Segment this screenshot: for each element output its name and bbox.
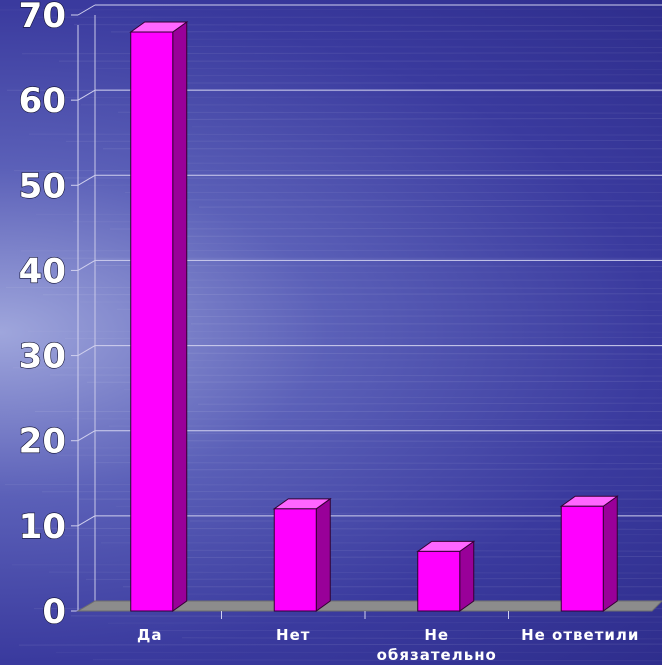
wave-line [94,265,662,267]
wave-line [0,8,662,11]
gridline-side [77,259,96,271]
bar [416,540,476,612]
gridline-side [77,89,96,101]
y-tick-label: 40 [19,251,66,291]
gridline-side [77,515,96,527]
wave-line [131,271,662,274]
gridline-side [77,430,96,442]
wave-line [19,446,662,449]
bar-front [130,31,174,612]
wave-line [197,402,662,405]
wave-line [154,118,662,120]
bar [559,495,619,612]
x-category-label: Нет [276,626,310,644]
wave-line [183,243,662,246]
wave-line [92,659,662,662]
wave-line [153,315,662,318]
gridline-side [77,174,96,186]
wave-line [20,249,662,252]
wave-line [176,161,662,164]
y-tick-label: 20 [19,422,66,462]
y-tick-label: 30 [19,337,66,377]
bar [272,497,332,612]
x-category-label: Да [137,626,162,644]
wave-line [175,358,662,361]
wave-line [130,468,662,471]
wave-line [95,67,662,70]
wave-line [139,155,662,158]
wave-line [182,440,662,443]
wave-line [160,396,662,399]
bar-front [273,508,317,612]
x-category-label: Не [424,626,449,644]
wave-line [184,46,662,48]
wave-line [18,643,662,646]
wave-line [181,637,662,640]
y-tick-label: 50 [19,166,66,206]
bar [129,21,189,612]
chart-floor [76,600,662,612]
wave-line [132,74,662,77]
wave-line [138,352,662,355]
gridline-side [77,345,96,357]
y-tick-label: 0 [42,592,66,632]
bar-front [560,505,604,612]
wave-line [21,52,662,55]
wave-line [117,111,662,114]
wave-line [108,424,662,427]
wave-line [93,462,662,465]
wave-line [4,484,662,486]
bar-side [172,21,188,612]
wave-line [5,286,662,289]
wave-line [107,621,662,624]
x-category-label: обязательно [377,646,497,664]
wave-line [161,199,662,202]
gridline-side [77,4,96,16]
wave-line [70,615,662,618]
bar-front [417,550,461,612]
bar-side [459,540,475,612]
y-tick-label: 60 [19,81,66,121]
y-tick-label: 10 [19,507,66,547]
x-category-label: Не ответили [521,626,639,644]
wave-line [110,30,662,33]
bar-side [602,495,618,612]
wave-line [198,205,662,208]
bar-side [315,497,331,612]
wave-line [109,227,662,230]
y-tick-label: 70 [19,0,66,36]
wave-line [116,308,662,311]
